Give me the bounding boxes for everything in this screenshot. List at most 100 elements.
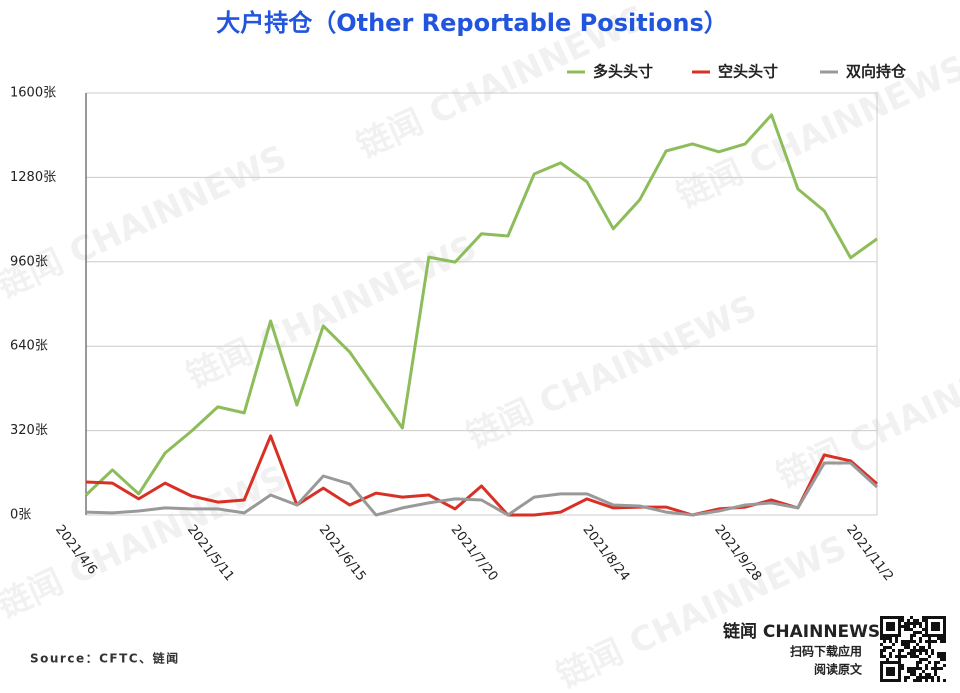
qr-cell — [940, 658, 943, 661]
qr-cell — [910, 637, 913, 640]
qr-cell — [913, 634, 916, 637]
qr-cell — [892, 643, 895, 646]
qr-cell — [937, 655, 940, 658]
qr-cell — [937, 616, 940, 619]
qr-cell — [910, 622, 913, 625]
qr-cell — [904, 625, 907, 628]
qr-cell — [910, 673, 913, 676]
qr-cell — [883, 679, 886, 682]
qr-cell — [901, 625, 904, 628]
qr-cell — [913, 646, 916, 649]
qr-cell — [940, 652, 943, 655]
qr-cell — [907, 643, 910, 646]
qr-cell — [880, 673, 883, 676]
qr-cell — [892, 667, 895, 670]
qr-cell — [901, 655, 904, 658]
qr-cell — [895, 637, 898, 640]
qr-cell — [895, 616, 898, 619]
qr-cell — [913, 652, 916, 655]
qr-cell — [928, 661, 931, 664]
qr-cell — [889, 616, 892, 619]
qr-cell — [916, 661, 919, 664]
qr-cell — [883, 646, 886, 649]
x-tick-label: 2021/11/2 — [843, 522, 896, 584]
qr-cell — [934, 640, 937, 643]
qr-cell — [907, 676, 910, 679]
qr-cell — [880, 628, 883, 631]
qr-cell — [931, 634, 934, 637]
qr-cell — [919, 661, 922, 664]
qr-cell — [910, 640, 913, 643]
qr-cell — [886, 661, 889, 664]
y-tick-label: 1280张 — [10, 170, 56, 185]
qr-cell — [913, 649, 916, 652]
qr-cell — [925, 631, 928, 634]
qr-cell — [889, 670, 892, 673]
qr-cell — [937, 637, 940, 640]
qr-cell — [880, 661, 883, 664]
qr-cell — [886, 658, 889, 661]
qr-cell — [928, 673, 931, 676]
qr-cell — [919, 649, 922, 652]
qr-cell — [889, 628, 892, 631]
qr-cell — [907, 667, 910, 670]
qr-cell — [880, 676, 883, 679]
qr-cell — [913, 640, 916, 643]
qr-cell — [895, 634, 898, 637]
qr-cell — [931, 649, 934, 652]
qr-cell — [943, 628, 946, 631]
qr-cell — [934, 628, 937, 631]
qr-cell — [886, 673, 889, 676]
qr-cell — [880, 616, 883, 619]
y-tick-label: 960张 — [10, 254, 48, 269]
qr-cell — [889, 637, 892, 640]
qr-cell — [922, 658, 925, 661]
watermark: 链闻 CHAINNEWS — [461, 288, 763, 457]
qr-cell — [928, 646, 931, 649]
qr-cell — [943, 658, 946, 661]
qr-cell — [931, 622, 934, 625]
qr-cell — [880, 643, 883, 646]
qr-cell — [919, 658, 922, 661]
qr-cell — [940, 634, 943, 637]
qr-cell — [943, 655, 946, 658]
qr-cell — [880, 637, 883, 640]
qr-cell — [925, 673, 928, 676]
qr-cell — [892, 661, 895, 664]
qr-cell — [880, 655, 883, 658]
qr-cell — [922, 649, 925, 652]
qr-cell — [913, 673, 916, 676]
qr-cell — [880, 625, 883, 628]
qr-cell — [898, 634, 901, 637]
qr-cell — [883, 661, 886, 664]
qr-cell — [904, 640, 907, 643]
qr-cell — [943, 619, 946, 622]
qr-cell — [913, 655, 916, 658]
qr-cell — [934, 670, 937, 673]
qr-cell — [883, 649, 886, 652]
qr-cell — [922, 616, 925, 619]
qr-cell — [901, 640, 904, 643]
qr-cell — [889, 673, 892, 676]
qr-cell — [919, 640, 922, 643]
qr-cell — [880, 619, 883, 622]
qr-cell — [910, 667, 913, 670]
qr-cell — [889, 667, 892, 670]
watermark: 链闻 CHAINNEWS — [181, 228, 483, 397]
qr-cell — [886, 628, 889, 631]
brand-line: 扫码下载应用 — [790, 644, 862, 659]
qr-cell — [880, 652, 883, 655]
qr-cell — [925, 652, 928, 655]
qr-cell — [901, 643, 904, 646]
qr-cell — [919, 646, 922, 649]
qr-cell — [919, 673, 922, 676]
qr-cell — [898, 652, 901, 655]
qr-cell — [922, 628, 925, 631]
qr-cell — [925, 664, 928, 667]
qr-cell — [925, 634, 928, 637]
qr-cell — [901, 619, 904, 622]
qr-cell — [931, 628, 934, 631]
qr-cell — [943, 640, 946, 643]
qr-cell — [898, 667, 901, 670]
